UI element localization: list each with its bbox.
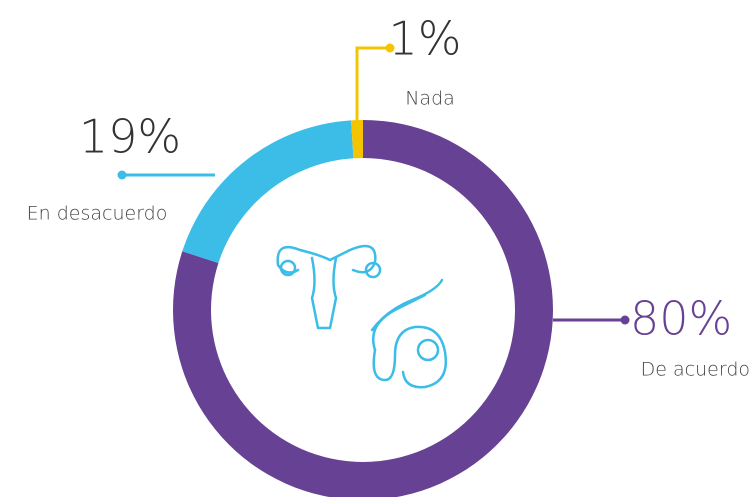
leader-dot (118, 171, 127, 180)
value-label: 1% (389, 12, 462, 66)
leader-dot (621, 316, 630, 325)
leader-line (357, 48, 390, 122)
value-label: 19% (79, 110, 181, 164)
chart: 80% De acuerdo 19% En desacuerdo 1% Nada (0, 0, 753, 497)
category-label: En desacuerdo (27, 203, 168, 225)
donut-slice (182, 120, 353, 263)
category-label: Nada (405, 88, 455, 110)
value-label: 80% (630, 292, 732, 346)
reproductive-icons (278, 246, 446, 387)
category-label: De acuerdo (641, 359, 750, 381)
